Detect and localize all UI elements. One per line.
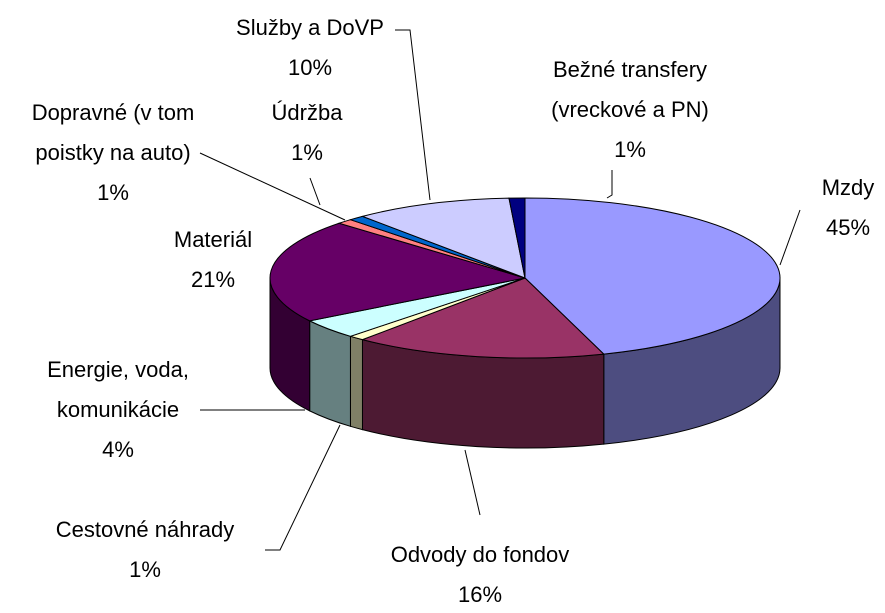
slice-name: Mzdy [821,175,875,200]
slice [508,197,526,279]
leader-line [309,177,321,206]
slice-percent: 1% [614,137,646,162]
slice [360,277,605,359]
slice-side [309,320,351,427]
leader-line [395,29,431,201]
slice-name: Cestovné náhrady [55,517,235,542]
slice-name: Energie, voda, komunikácie [47,357,189,422]
slice-label: Dopravné (v tom poistky na auto) 1% [8,93,218,213]
slice-name: Odvody do fondov [390,542,570,567]
slice-label: Údržba 1% [257,93,357,173]
leader-line [265,424,341,551]
slice-percent: 1% [129,557,161,582]
slice-percent: 16% [457,582,503,607]
leader-line [779,209,801,266]
slice-percent: 10% [287,55,333,80]
slice-percent: 1% [97,180,129,205]
slice-name: Bežné transfery (vreckové a PN) [551,57,709,122]
slice-percent: 45% [825,215,871,240]
slice-percent: 1% [291,140,323,165]
leader-line [199,152,346,221]
slice-name: Dopravné (v tom poistky na auto) [31,100,195,165]
slice-label: Odvody do fondov 16% [365,535,595,613]
slice-label: Materiál 21% [163,220,263,300]
slice-name: Služby a DoVP [236,15,384,40]
slice-label: Cestovné náhrady 1% [25,510,265,590]
leader-line [606,170,613,199]
slice-side [349,335,363,431]
slice-label: Mzdy 45% [808,168,885,248]
slice-percent: 21% [190,267,236,292]
slice-percent: 4% [102,437,134,462]
slice [524,197,781,355]
slice-name: Materiál [173,227,253,252]
leader-line [464,449,481,516]
slice-label: Energie, voda, komunikácie 4% [18,350,218,470]
slice-label: Služby a DoVP 10% [210,8,410,88]
slice [360,197,526,279]
slice-name: Údržba [271,100,343,125]
slice-label: Bežné transfery (vreckové a PN) 1% [520,50,740,170]
slice [269,222,526,322]
